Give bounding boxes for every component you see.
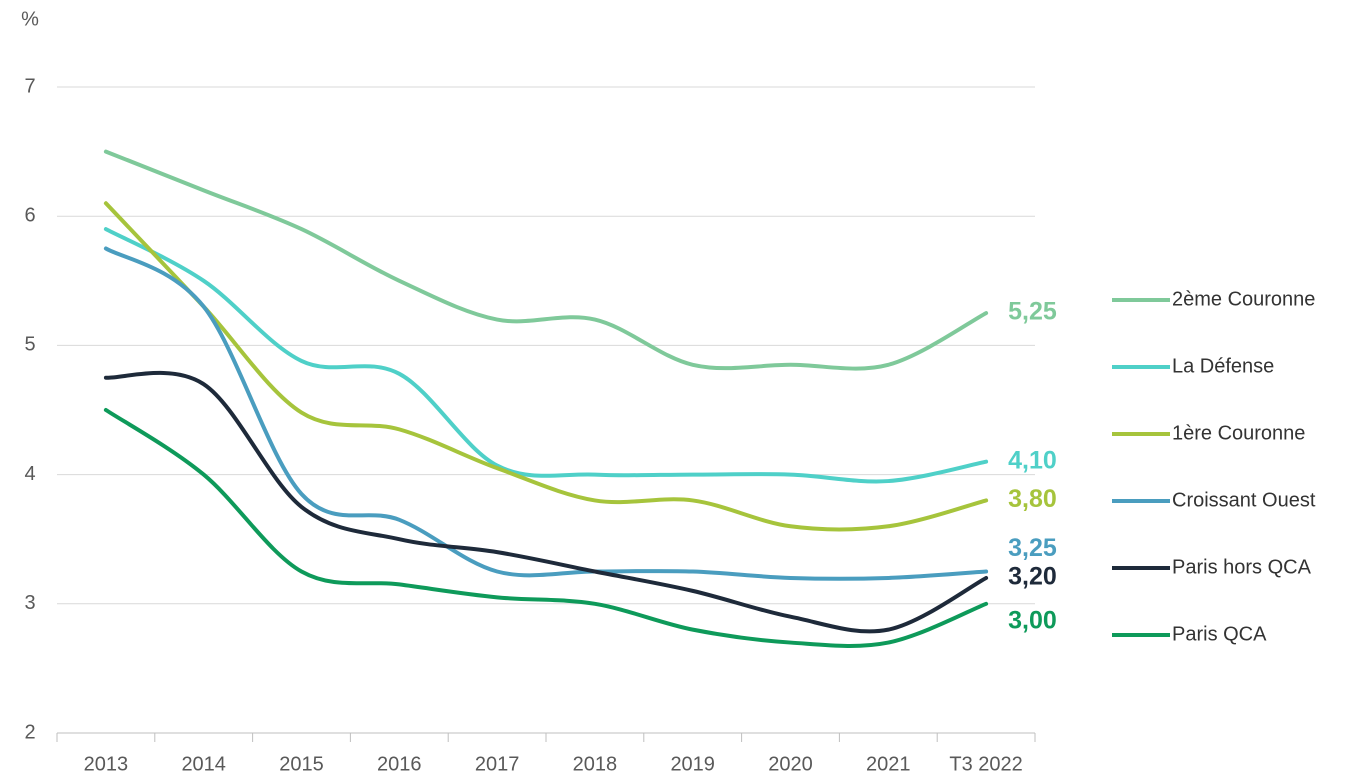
value-label: 5,25 <box>1008 298 1057 326</box>
x-tick-label: 2013 <box>84 753 129 775</box>
y-unit: % <box>21 8 39 30</box>
series-line <box>103 227 989 484</box>
x-tick-label: 2014 <box>181 753 226 775</box>
y-tick-label: 3 <box>24 592 35 614</box>
y-tick-label: 7 <box>24 75 35 97</box>
y-tick-label: 5 <box>24 334 35 356</box>
legend-label: 1ère Couronne <box>1172 422 1305 444</box>
y-tick-label: 2 <box>24 721 35 743</box>
legend-label: Paris QCA <box>1172 623 1267 645</box>
value-label: 4,10 <box>1008 446 1057 474</box>
x-tick-label: 2019 <box>670 753 715 775</box>
x-tick-label: 2017 <box>475 753 520 775</box>
series-line <box>103 408 989 648</box>
y-tick-label: 4 <box>24 463 35 485</box>
legend-label: Croissant Ouest <box>1172 489 1316 511</box>
series-line <box>103 149 989 371</box>
x-tick-label: 2021 <box>866 753 911 775</box>
legend-label: 2ème Couronne <box>1172 288 1315 310</box>
legend-label: Paris hors QCA <box>1172 556 1312 578</box>
legend-label: La Défense <box>1172 355 1274 377</box>
value-label: 3,25 <box>1008 534 1057 562</box>
value-label: 3,80 <box>1008 485 1057 513</box>
x-tick-label: 2015 <box>279 753 324 775</box>
series-line <box>103 201 989 532</box>
x-tick-label: T3 2022 <box>949 753 1022 775</box>
x-tick-label: 2016 <box>377 753 422 775</box>
value-label: 3,00 <box>1008 606 1057 634</box>
x-tick-label: 2020 <box>768 753 813 775</box>
series-line <box>103 370 989 634</box>
value-label: 3,20 <box>1008 563 1057 591</box>
series-line <box>103 246 989 581</box>
x-tick-label: 2018 <box>573 753 618 775</box>
y-tick-label: 6 <box>24 204 35 226</box>
